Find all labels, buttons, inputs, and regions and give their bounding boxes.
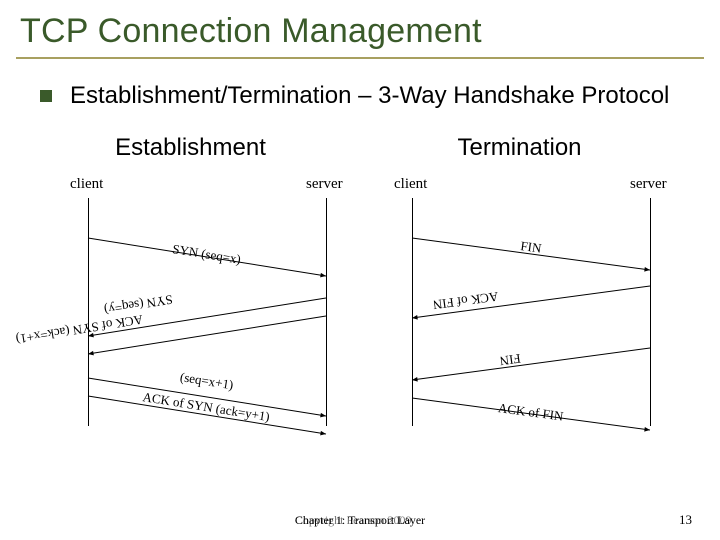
sequence-arrows	[46, 176, 366, 436]
page-number: 13	[679, 512, 692, 528]
subheading-establishment: Establishment	[16, 134, 355, 162]
subheading-termination: Termination	[355, 134, 704, 162]
diagrams-container: clientserverSYN (seq=x)SYN (seq=y)ACK of…	[16, 176, 704, 436]
slide: TCP Connection Management Establishment/…	[0, 0, 720, 540]
establishment-diagram: clientserverSYN (seq=x)SYN (seq=y)ACK of…	[46, 176, 350, 436]
termination-diagram: clientserverFINACK of FINFINACK of FIN	[370, 176, 674, 436]
footer-text-b: Copyright Pearson 2009	[295, 513, 412, 528]
slide-title: TCP Connection Management	[16, 12, 704, 51]
bullet-marker-icon	[40, 90, 52, 102]
bullet-text: Establishment/Termination – 3-Way Handsh…	[70, 81, 669, 110]
sequence-arrows	[370, 176, 690, 436]
bullet-row: Establishment/Termination – 3-Way Handsh…	[16, 59, 704, 110]
message-label: FIN	[499, 350, 522, 369]
footer: Chapter 1: Transport Layer Copyright Pea…	[0, 513, 720, 528]
message-label: FIN	[519, 238, 542, 257]
diagram-subheadings: Establishment Termination	[16, 134, 704, 162]
